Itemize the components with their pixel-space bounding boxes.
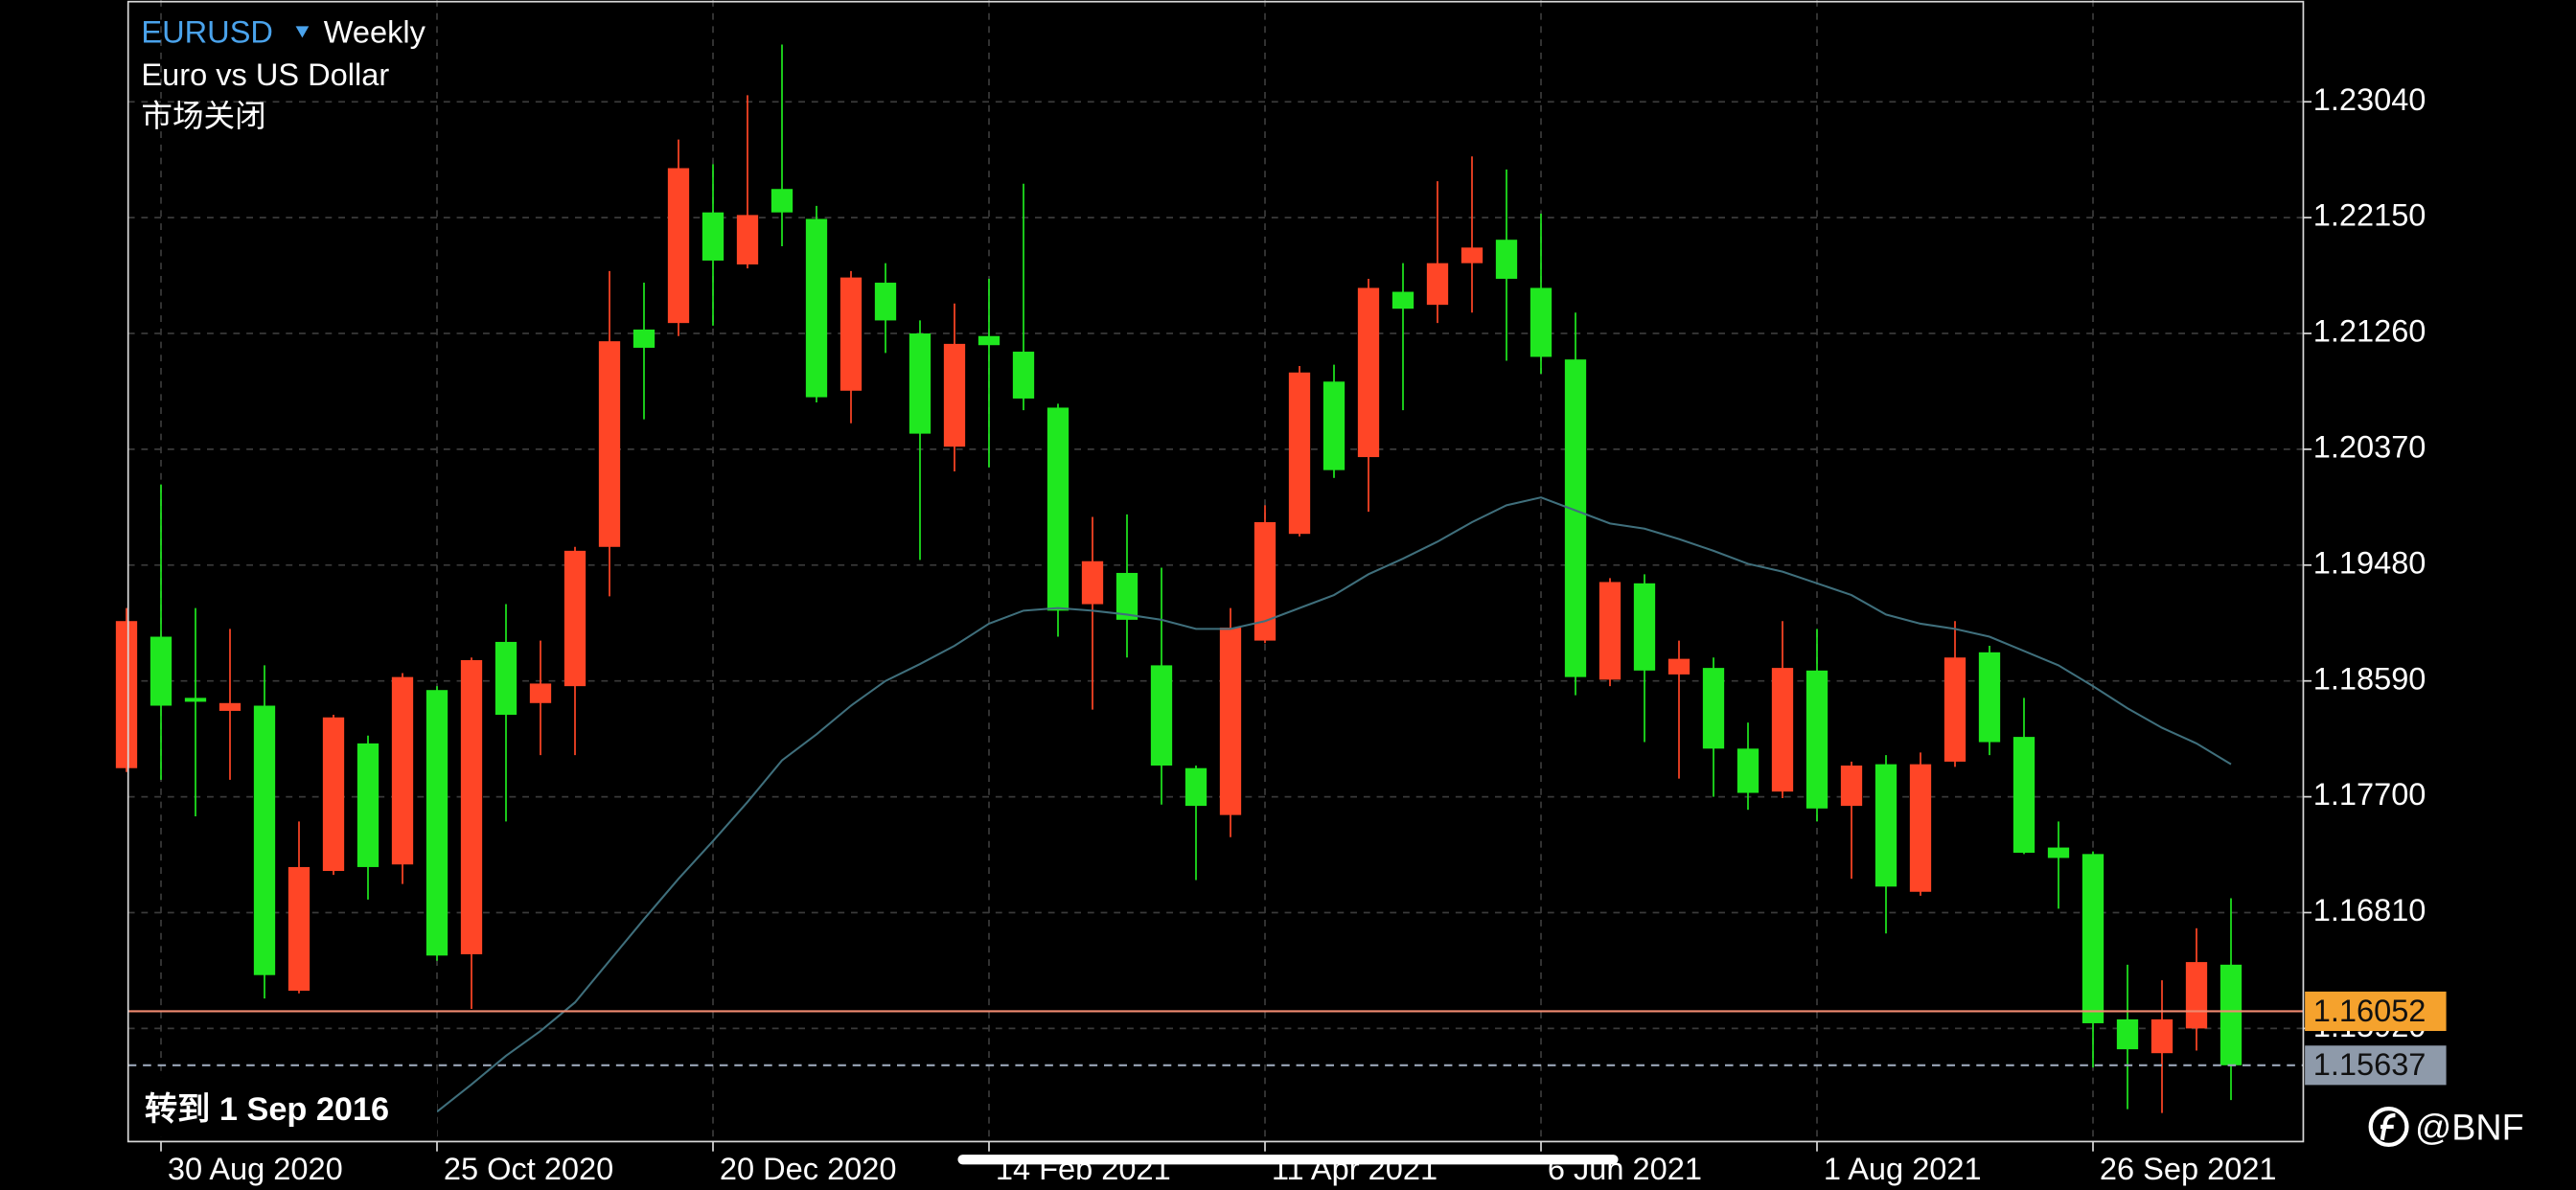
x-tick-label: 1 Aug 2021	[1824, 1152, 1982, 1186]
candle-body	[2185, 962, 2208, 1029]
candle-body	[1909, 764, 1932, 892]
candle-body	[1322, 381, 1346, 470]
candle-body	[1219, 628, 1242, 815]
candle-body	[1530, 287, 1552, 357]
watermark-icon-glyph	[2380, 1112, 2396, 1141]
candle-body	[218, 702, 242, 711]
plot	[115, 44, 2304, 1113]
candle-body	[1874, 764, 1898, 887]
candle-body	[702, 212, 724, 261]
candle-body	[494, 641, 518, 716]
candle-body	[460, 659, 483, 954]
candle-body	[115, 621, 138, 768]
candle-body	[1564, 359, 1587, 677]
candle-body	[288, 866, 310, 991]
candle-body	[598, 341, 621, 547]
candle-body	[943, 343, 966, 447]
plot-frame	[126, 0, 2305, 1143]
x-tick-label: 25 Oct 2020	[444, 1152, 613, 1186]
candle-body	[322, 717, 345, 872]
candle-body	[1426, 263, 1449, 306]
candle-body	[1771, 668, 1794, 792]
candle-body	[150, 636, 172, 706]
y-tick-label: 1.20370	[2313, 430, 2426, 465]
price-label: 1.16052	[2313, 994, 2426, 1028]
candle-body	[356, 743, 380, 867]
candle-body	[1254, 521, 1276, 641]
y-tick-label: 1.22150	[2313, 198, 2426, 233]
y-tick-label: 1.19480	[2313, 545, 2426, 580]
candle-body	[2220, 964, 2242, 1065]
candle-body	[1012, 352, 1035, 399]
y-tick-label: 1.18590	[2313, 661, 2426, 696]
candle-body	[1184, 767, 1208, 807]
candle-body	[1081, 561, 1104, 605]
candle-body	[632, 329, 656, 348]
symbol[interactable]: EURUSD	[141, 15, 273, 50]
y-tick-label: 1.23040	[2313, 82, 2426, 117]
candle-body	[2082, 854, 2104, 1023]
x-tick-label: 30 Aug 2020	[168, 1152, 343, 1186]
candle-body	[2012, 737, 2036, 854]
candle-body	[184, 698, 207, 702]
candle-body	[1460, 247, 1484, 263]
candle-body	[1288, 372, 1311, 535]
candle-body	[908, 333, 932, 434]
candle-body	[1357, 287, 1380, 458]
y-tick-label: 1.21260	[2313, 314, 2426, 349]
goto-button[interactable]: 转到 1 Sep 2016	[131, 1077, 437, 1137]
candle-body	[1150, 665, 1173, 766]
candle-body	[564, 550, 586, 687]
axes: 1.159201.168101.177001.185901.194801.203…	[160, 82, 2447, 1186]
candle-body	[1495, 240, 1518, 279]
candle-body	[1978, 652, 2001, 743]
candle-body	[978, 335, 1000, 346]
candle-body	[770, 189, 794, 213]
x-tick-label: 26 Sep 2021	[2100, 1152, 2277, 1186]
y-tick-label: 1.17700	[2313, 777, 2426, 812]
market-status: 市场关闭	[141, 99, 265, 133]
candle-body	[805, 218, 828, 398]
watermark-text: @BNF	[2415, 1108, 2524, 1148]
y-tick-label: 1.16810	[2313, 893, 2426, 927]
candle-body	[840, 277, 862, 391]
candle-body	[1598, 582, 1622, 680]
candle-body	[2150, 1018, 2174, 1054]
price-label-box	[2305, 991, 2447, 1032]
candle-body	[529, 683, 552, 703]
candle-body	[1702, 668, 1725, 749]
subtitle: Euro vs US Dollar	[141, 57, 389, 92]
price-label: 1.15637	[2313, 1047, 2426, 1082]
candle-body	[1633, 583, 1656, 671]
price-label-box	[2305, 1045, 2447, 1086]
moving-average-line	[436, 496, 2232, 1113]
candle-body	[391, 676, 414, 865]
candle-body	[736, 215, 759, 265]
candle-body	[667, 168, 690, 324]
candle-body	[874, 283, 897, 321]
x-tick-label: 20 Dec 2020	[720, 1152, 897, 1186]
candle-body	[1668, 658, 1690, 675]
candle-body	[1736, 748, 1760, 793]
candle-body	[1944, 657, 1966, 762]
watermark: @BNF	[2368, 1107, 2524, 1148]
watermark-icon	[2368, 1107, 2409, 1147]
goto-button-bg[interactable]	[131, 1077, 437, 1137]
timeframe[interactable]: Weekly	[324, 15, 426, 50]
candle-body	[1046, 407, 1070, 611]
home-indicator	[957, 1155, 1619, 1165]
candle-body	[1840, 765, 1863, 807]
candle-body	[1806, 670, 1828, 809]
goto-button-label[interactable]: 转到 1 Sep 2016	[145, 1091, 389, 1128]
candle-body	[2116, 1018, 2139, 1050]
candle-body	[1116, 572, 1138, 620]
candle-body	[426, 690, 448, 956]
candle-body	[2047, 847, 2070, 858]
symbol-dropdown-icon[interactable]	[295, 26, 310, 38]
candle-body	[253, 705, 276, 975]
candle-body	[1392, 291, 1414, 309]
